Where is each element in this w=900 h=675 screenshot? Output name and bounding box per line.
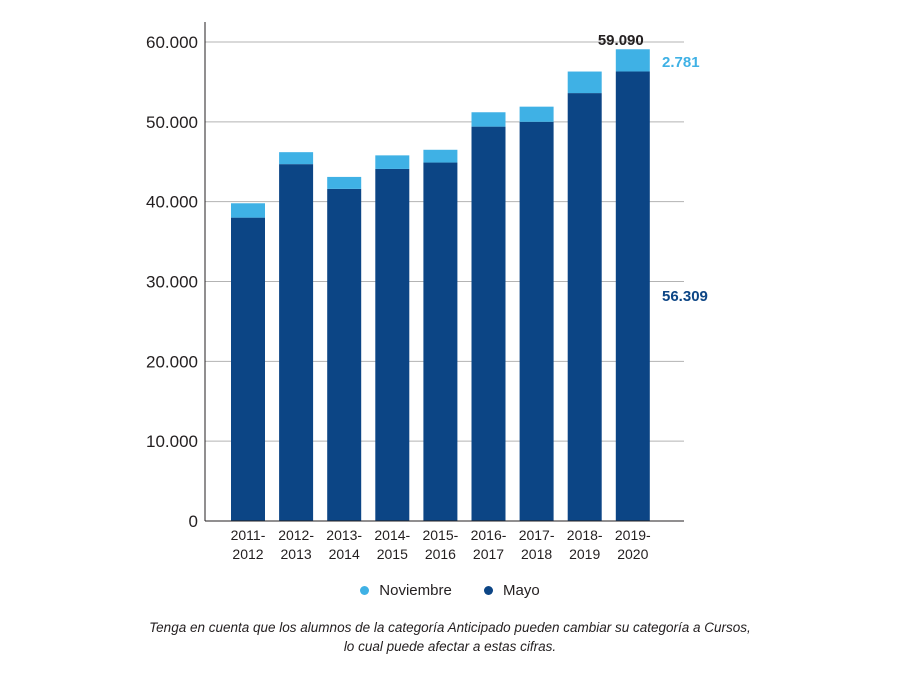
bar-noviembre: [567, 71, 602, 94]
y-tick-label: 10.000: [146, 432, 198, 451]
x-tick-label: 2015-2016: [422, 527, 458, 562]
y-tick-label: 50.000: [146, 113, 198, 132]
legend-label-mayo: Mayo: [503, 582, 540, 599]
y-tick-label: 30.000: [146, 273, 198, 292]
stacked-bar-chart: 0 10.000 20.000 30.000 40.000 50.000 60.000 20…: [146, 22, 708, 562]
bar-mayo: [279, 164, 314, 521]
legend: Noviembre Mayo: [0, 582, 900, 599]
bar-mayo: [519, 121, 554, 521]
bar-mayo: [567, 93, 602, 522]
bars: [231, 49, 650, 522]
annotations: 59.090 2.781 56.309: [598, 32, 708, 305]
footnote-line-2: lo cual puede afectar a estas cifras.: [343, 639, 557, 654]
bar-noviembre: [519, 106, 554, 122]
legend-item-mayo: Mayo: [484, 582, 540, 599]
bar-mayo: [423, 162, 458, 521]
bar-mayo: [375, 168, 410, 521]
x-axis-ticks: 2011-2012 2012-2013 2013-2014 2014-2015 2015…: [231, 527, 651, 562]
legend-swatch-mayo: [484, 586, 493, 595]
mayo-annotation: 56.309: [662, 288, 708, 305]
legend-item-noviembre: Noviembre: [360, 582, 452, 599]
x-tick-label: 2019-2020: [615, 527, 651, 562]
footnote: Tenga en cuenta que los alumnos de la ca…: [0, 618, 900, 656]
bar-noviembre: [279, 152, 314, 165]
noviembre-annotation: 2.781: [662, 54, 700, 71]
x-tick-label: 2011-2012: [231, 527, 266, 562]
x-tick-label: 2014-2015: [374, 527, 410, 562]
bar-mayo: [615, 71, 650, 521]
axes: [204, 22, 684, 522]
y-axis-ticks: 0 10.000 20.000 30.000 40.000 50.000 60.000: [146, 33, 198, 531]
bar-mayo: [327, 188, 362, 522]
bar-noviembre: [423, 149, 458, 163]
x-tick-label: 2012-2013: [278, 527, 314, 562]
bar-noviembre: [471, 112, 506, 127]
bar-noviembre: [231, 203, 265, 218]
bar-mayo: [231, 217, 265, 521]
legend-label-noviembre: Noviembre: [379, 582, 452, 599]
x-tick-label: 2018-2019: [567, 527, 603, 562]
legend-swatch-noviembre: [360, 586, 370, 595]
x-tick-label: 2017-2018: [519, 527, 555, 562]
y-tick-label: 0: [189, 512, 198, 531]
y-tick-label: 60.000: [146, 33, 198, 52]
footnote-line-1: Tenga en cuenta que los alumnos de la ca…: [149, 620, 751, 635]
total-annotation: 59.090: [598, 32, 644, 49]
y-tick-label: 40.000: [146, 193, 198, 212]
y-tick-label: 20.000: [146, 352, 198, 371]
bar-noviembre: [375, 155, 410, 169]
x-tick-label: 2016-2017: [471, 527, 507, 562]
bar-mayo: [471, 126, 506, 521]
bar-noviembre: [327, 176, 362, 189]
bar-noviembre: [615, 49, 650, 72]
x-tick-label: 2013-2014: [326, 527, 362, 562]
